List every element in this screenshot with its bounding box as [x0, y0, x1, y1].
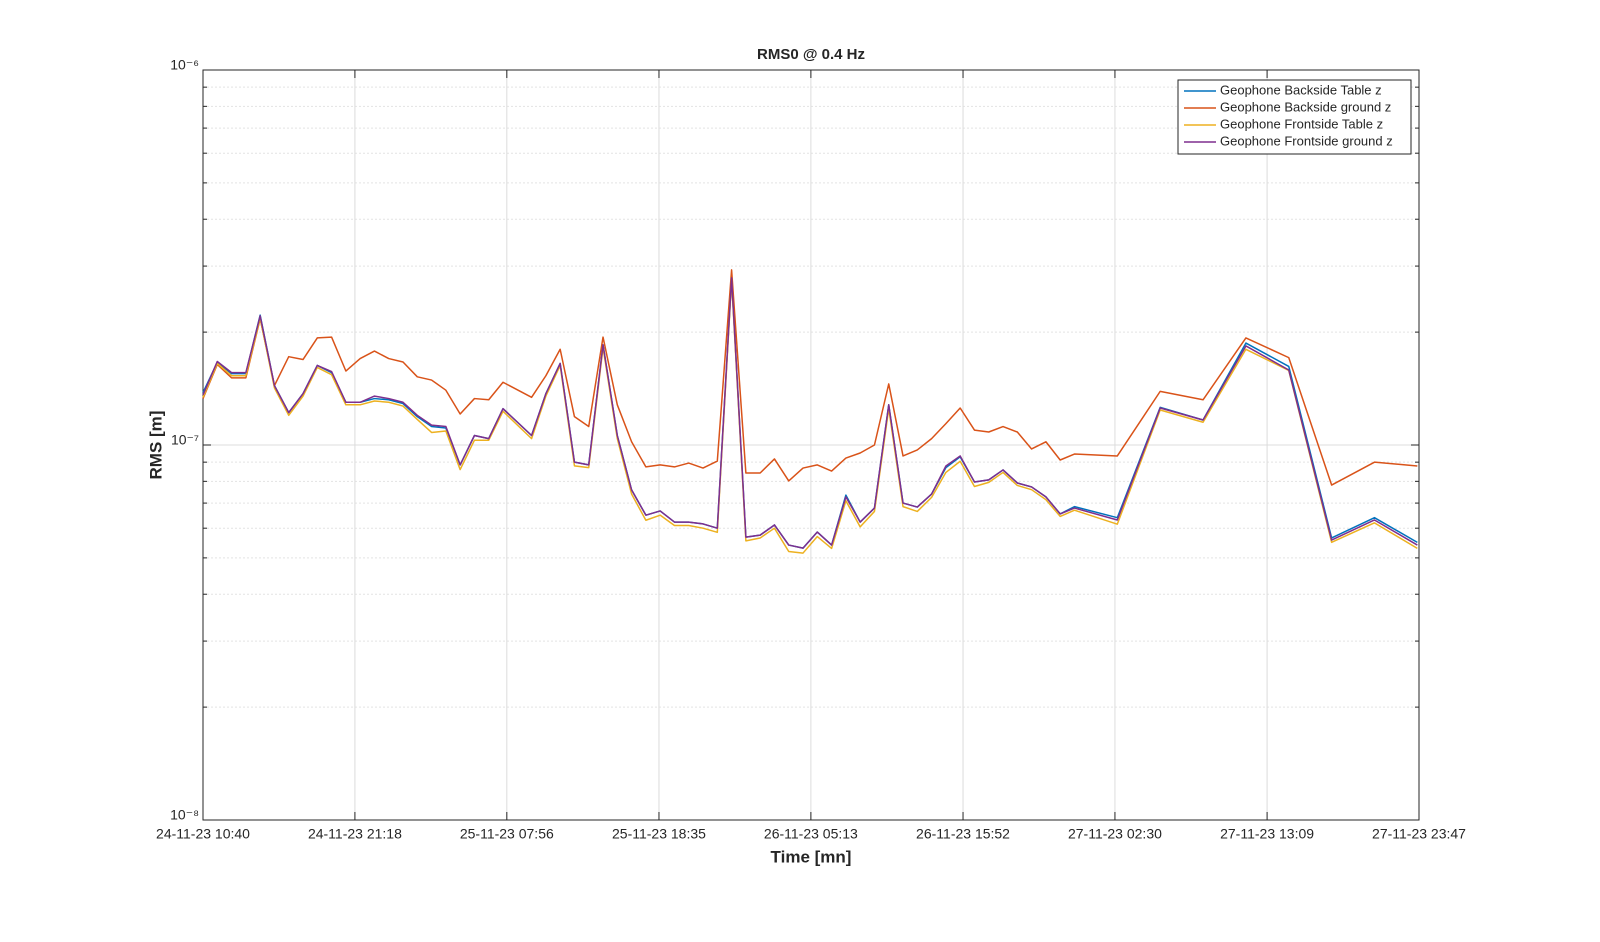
legend-label: Geophone Backside ground z	[1220, 99, 1391, 114]
x-tick-label: 27-11-23 23:47	[1372, 826, 1466, 842]
x-axis-label: Time [mn]	[771, 847, 852, 866]
chart-title: RMS0 @ 0.4 Hz	[757, 46, 865, 63]
legend-box	[1177, 79, 1412, 155]
x-tick-label: 27-11-23 02:30	[1068, 826, 1162, 842]
series-line	[202, 269, 1418, 486]
y-tick-label: 10⁻⁷	[171, 432, 199, 448]
legend-label: Geophone Frontside ground z	[1220, 133, 1393, 148]
y-axis-label: RMS [m]	[146, 411, 165, 480]
x-tick-label: 25-11-23 18:35	[612, 826, 706, 842]
y-tick-label: 10⁻⁶	[170, 57, 199, 73]
series-line	[202, 279, 1418, 554]
x-tick-label: 24-11-23 10:40	[156, 826, 250, 842]
series-line	[202, 277, 1418, 549]
y-tick-label: 10⁻⁸	[170, 807, 199, 823]
legend-label: Geophone Backside Table z	[1220, 82, 1382, 97]
x-tick-label: 26-11-23 05:13	[764, 826, 858, 842]
x-tick-label: 24-11-23 21:18	[308, 826, 402, 842]
legend-label: Geophone Frontside Table z	[1220, 116, 1383, 131]
x-tick-label: 26-11-23 15:52	[916, 826, 1010, 842]
x-tick-label: 25-11-23 07:56	[460, 826, 554, 842]
plot-frame	[202, 69, 1420, 821]
x-tick-label: 27-11-23 13:09	[1220, 826, 1314, 842]
